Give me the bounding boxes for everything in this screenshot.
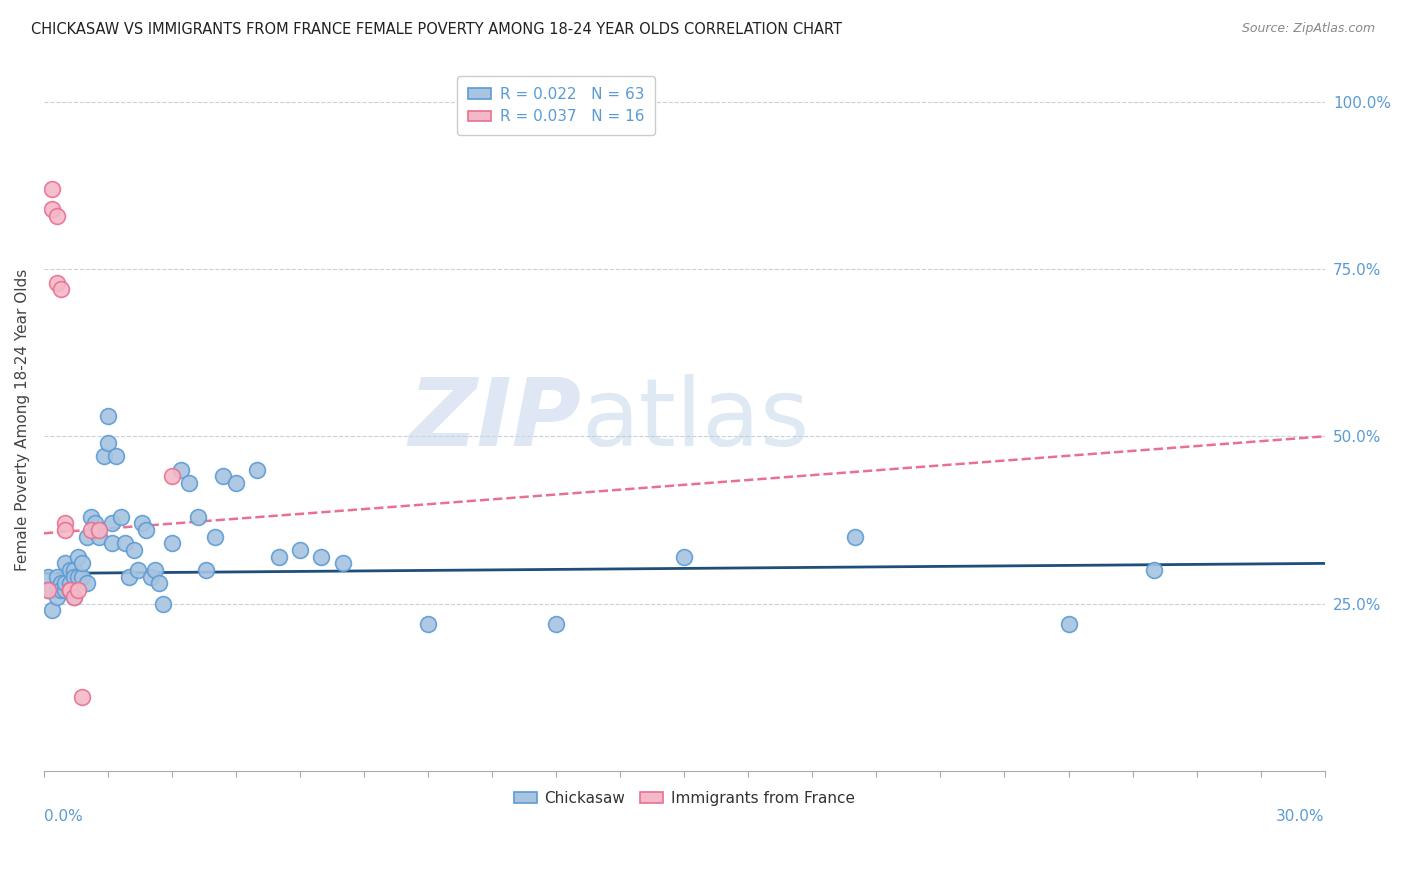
Point (1057, 616, 1080, 631)
Text: atlas: atlas (582, 374, 810, 466)
Legend: Chickasaw, Immigrants from France: Chickasaw, Immigrants from France (508, 785, 860, 813)
Point (67, 583, 90, 598)
Point (49, 583, 72, 598)
Point (53, 557, 76, 571)
Point (49, 576, 72, 591)
Point (37, 583, 59, 598)
Point (37, 570, 59, 584)
Point (41, 182, 63, 196)
Point (152, 597, 174, 611)
Point (53, 523, 76, 537)
Point (212, 469, 235, 483)
Point (89, 523, 111, 537)
Point (41, 202, 63, 216)
Point (101, 536, 124, 550)
Point (148, 576, 170, 591)
Text: CHICKASAW VS IMMIGRANTS FROM FRANCE FEMALE POVERTY AMONG 18-24 YEAR OLDS CORRELA: CHICKASAW VS IMMIGRANTS FROM FRANCE FEMA… (31, 22, 842, 37)
Point (62, 563, 84, 577)
Point (673, 549, 696, 564)
Point (311, 549, 333, 564)
Text: 30.0%: 30.0% (1277, 809, 1324, 824)
Point (58, 583, 80, 598)
Point (118, 570, 141, 584)
Point (177, 476, 200, 491)
Point (84, 516, 107, 531)
Point (101, 516, 124, 531)
Point (72, 690, 94, 705)
Point (187, 509, 209, 524)
Point (58, 576, 80, 591)
Point (62, 590, 84, 604)
Text: Source: ZipAtlas.com: Source: ZipAtlas.com (1241, 22, 1375, 36)
Point (204, 530, 226, 544)
Point (105, 450, 128, 464)
Point (546, 616, 568, 631)
Point (41, 603, 63, 617)
Point (93, 450, 115, 464)
Point (72, 570, 94, 584)
Point (80, 509, 103, 524)
Text: ZIP: ZIP (409, 374, 582, 466)
Point (67, 570, 90, 584)
Point (844, 530, 866, 544)
Point (72, 557, 94, 571)
Y-axis label: Female Poverty Among 18-24 Year Olds: Female Poverty Among 18-24 Year Olds (15, 268, 30, 571)
Point (76, 530, 98, 544)
Point (1143, 563, 1166, 577)
Point (114, 536, 136, 550)
Point (195, 563, 218, 577)
Point (53, 516, 76, 531)
Point (246, 463, 269, 477)
Point (135, 523, 157, 537)
Point (45, 276, 67, 290)
Point (45, 209, 67, 223)
Point (122, 543, 145, 558)
Text: 0.0%: 0.0% (44, 809, 83, 824)
Point (53, 576, 76, 591)
Point (45, 583, 67, 598)
Point (332, 557, 354, 571)
Point (267, 549, 290, 564)
Point (225, 476, 247, 491)
Point (110, 509, 132, 524)
Point (89, 530, 111, 544)
Point (288, 543, 311, 558)
Point (37, 583, 59, 598)
Point (131, 516, 153, 531)
Point (143, 563, 166, 577)
Point (416, 616, 439, 631)
Point (67, 549, 90, 564)
Point (160, 536, 183, 550)
Point (58, 583, 80, 598)
Point (139, 570, 162, 584)
Point (58, 563, 80, 577)
Point (160, 469, 183, 483)
Point (97, 409, 120, 424)
Point (58, 583, 80, 598)
Point (49, 282, 72, 296)
Point (76, 576, 98, 591)
Point (62, 590, 84, 604)
Point (62, 570, 84, 584)
Point (169, 463, 191, 477)
Point (41, 583, 63, 598)
Point (97, 436, 120, 450)
Point (45, 570, 67, 584)
Point (45, 590, 67, 604)
Point (53, 583, 76, 598)
Point (80, 523, 103, 537)
Point (127, 563, 149, 577)
